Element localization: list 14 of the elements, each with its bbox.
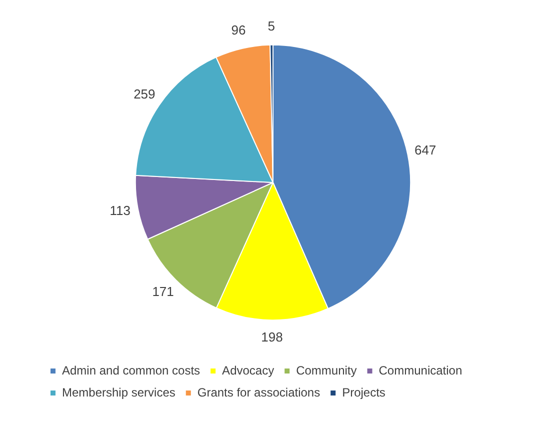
data-label: 198 xyxy=(261,330,283,345)
legend-label: Membership services xyxy=(62,385,176,400)
data-label: 647 xyxy=(414,142,436,158)
data-label: 5 xyxy=(268,18,275,34)
data-label: 113 xyxy=(110,202,130,218)
legend-label: Admin and common costs xyxy=(62,363,200,378)
legend-label: Advocacy xyxy=(222,363,274,378)
data-label: 259 xyxy=(134,86,156,102)
legend-label: Communication xyxy=(378,363,462,378)
legend-label: Community xyxy=(296,363,357,378)
data-label: 96 xyxy=(231,22,246,38)
legend-label: Projects xyxy=(342,385,386,400)
legend-label: Grants for associations xyxy=(197,385,320,400)
data-label: 171 xyxy=(152,284,174,300)
